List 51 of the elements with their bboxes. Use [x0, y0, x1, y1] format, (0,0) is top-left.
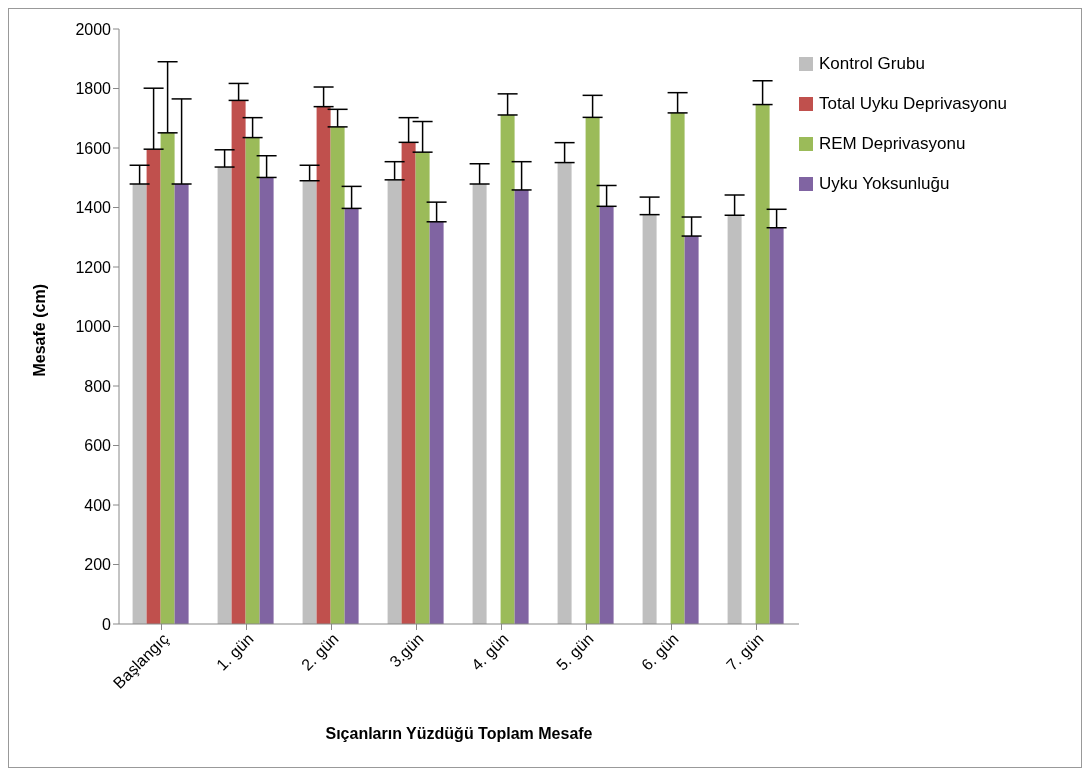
bar	[217, 167, 232, 624]
bar	[769, 227, 784, 624]
x-tick-label: 4. gün	[468, 630, 512, 674]
bar	[472, 184, 487, 624]
y-tick-label: 1600	[75, 139, 112, 157]
bar	[387, 179, 402, 624]
y-tick-label: 200	[84, 556, 112, 574]
x-axis-title: Sıçanların Yüzdüğü Toplam Mesafe	[325, 725, 593, 742]
y-tick-label: 1200	[75, 258, 112, 276]
bar	[514, 189, 529, 624]
bar	[146, 149, 161, 624]
x-tick-label: 6. gün	[638, 630, 682, 674]
bar	[330, 126, 345, 624]
y-tick-label: 2000	[75, 20, 112, 38]
bar	[557, 162, 572, 624]
legend-label: Uyku Yoksunluğu	[819, 174, 950, 194]
bar	[500, 114, 515, 624]
bar	[642, 214, 657, 624]
y-tick-label: 600	[84, 437, 112, 455]
x-tick-label: 7. gün	[723, 630, 767, 674]
bar	[755, 104, 770, 624]
bar	[160, 132, 175, 624]
y-tick-label: 1400	[75, 199, 112, 217]
bar	[415, 152, 430, 624]
y-axis-title: Mesafe (cm)	[30, 284, 48, 377]
bar	[344, 208, 359, 624]
y-tick-label: 1800	[75, 80, 112, 98]
bar	[231, 100, 246, 624]
x-tick-label: 2. gün	[298, 630, 342, 674]
bar	[585, 117, 600, 624]
bar	[429, 221, 444, 624]
bar	[174, 184, 189, 624]
bar	[727, 215, 742, 624]
legend-label: Total Uyku Deprivasyonu	[819, 94, 1008, 114]
legend-label: Kontrol Grubu	[819, 54, 925, 74]
bar	[599, 206, 614, 624]
x-tick-label: 1. gün	[213, 630, 257, 674]
bar	[316, 106, 331, 624]
y-tick-label: 400	[84, 496, 112, 514]
x-tick-label: 5. gün	[553, 630, 597, 674]
y-tick-label: 0	[102, 615, 112, 633]
bar	[670, 112, 685, 624]
bar	[259, 177, 274, 624]
y-tick-label: 1000	[75, 318, 112, 336]
bar	[302, 180, 317, 624]
legend-label: REM Deprivasyonu	[819, 134, 966, 154]
bar	[401, 142, 416, 624]
y-tick-label: 800	[84, 377, 112, 395]
bar	[245, 137, 260, 624]
bar	[684, 236, 699, 624]
bar	[132, 184, 147, 624]
